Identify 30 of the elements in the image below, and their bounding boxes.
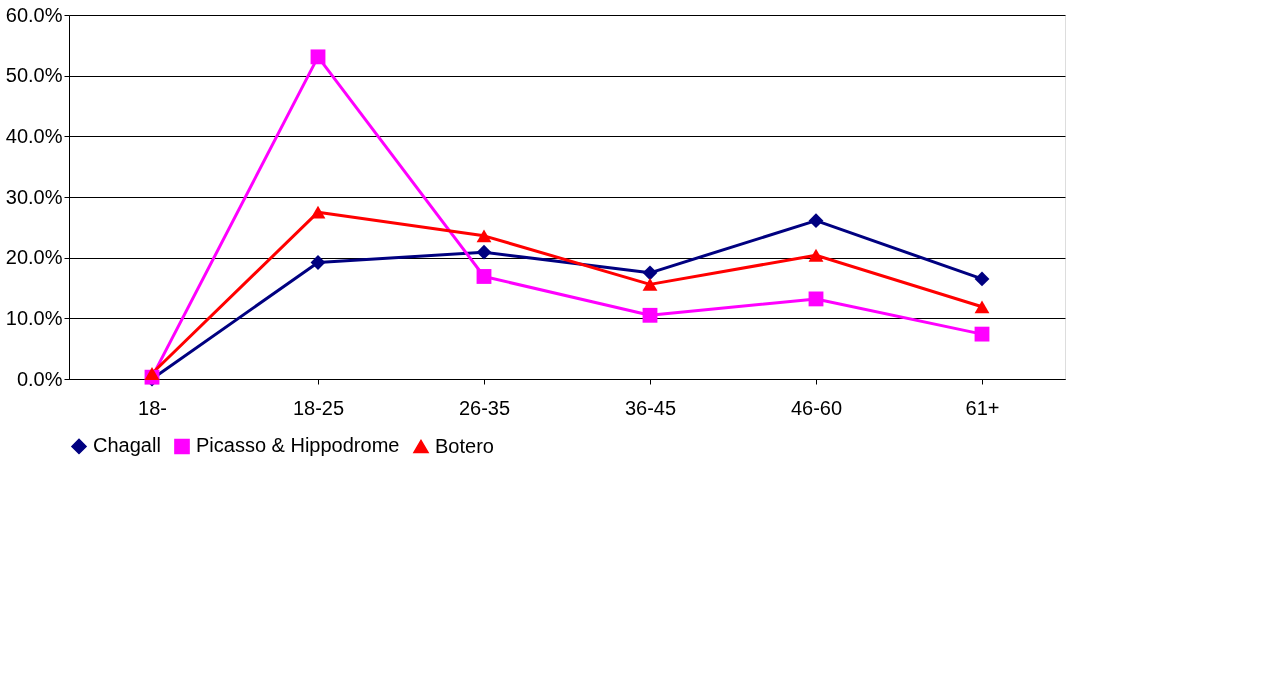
point: [808, 248, 824, 262]
y-tick-label: 0.0%: [16, 367, 63, 390]
x-tick-label: 26-35: [458, 396, 511, 419]
y-tick-label: 60.0%: [5, 3, 63, 26]
point: [808, 213, 824, 229]
point: [144, 367, 160, 380]
legend-label: Picasso & Hippodrome: [196, 434, 400, 457]
point: [476, 244, 492, 260]
x-tick-label: 18-: [138, 396, 167, 419]
y-tick-label: 40.0%: [5, 124, 63, 147]
y-tick-label: 30.0%: [5, 185, 63, 208]
y-tick-label: 20.0%: [5, 246, 63, 269]
y-tick-label: 50.0%: [5, 64, 63, 87]
point: [310, 49, 326, 65]
point: [642, 277, 658, 291]
x-tick-label: 36-45: [624, 396, 677, 419]
point: [642, 265, 658, 281]
x-tick-label: 46-60: [790, 396, 843, 419]
x-tick-label: 18-25: [292, 396, 345, 419]
point: [476, 269, 492, 284]
point: [310, 205, 326, 219]
legend-label: Botero: [435, 434, 494, 457]
point: [642, 307, 658, 323]
point: [974, 326, 990, 342]
point: [974, 300, 990, 314]
x-tick-label: 61+: [965, 396, 1000, 419]
y-tick-label: 10.0%: [5, 306, 63, 329]
legend-label: Chagall: [93, 434, 161, 457]
point: [476, 229, 492, 243]
point: [974, 271, 990, 287]
